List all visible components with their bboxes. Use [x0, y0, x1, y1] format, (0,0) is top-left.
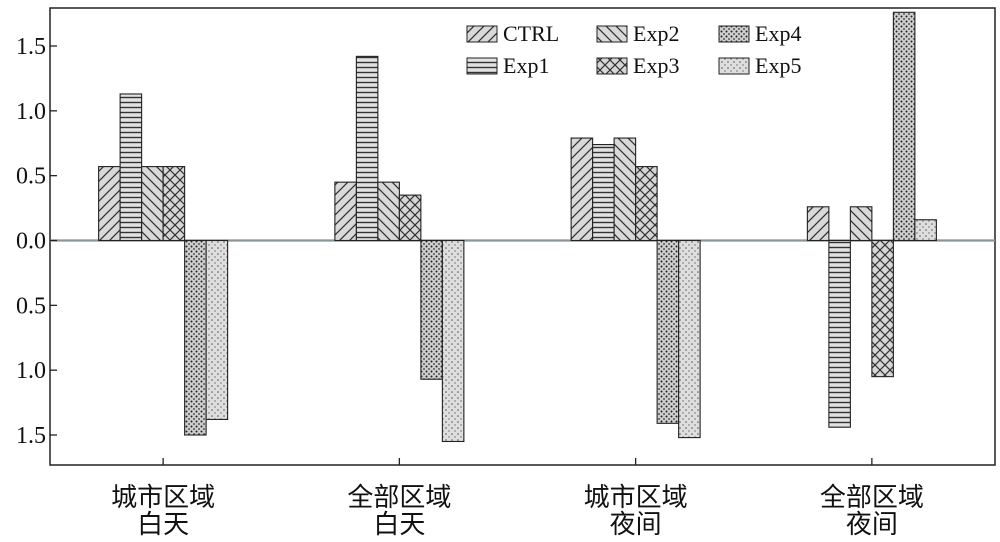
bar-ctrl-2 [570, 137, 594, 242]
legend-swatch-exp4 [718, 25, 750, 43]
legend-swatch-exp2 [596, 25, 628, 43]
bar-exp3-2 [635, 166, 658, 242]
legend-label-exp4: Exp4 [755, 21, 801, 46]
bar-exp2-0 [141, 166, 164, 242]
x-category-label: 城市区域 [584, 483, 688, 512]
bar-exp3-1 [398, 194, 422, 242]
x-category-label: 全部区域 [820, 483, 924, 512]
bar-ctrl-3 [806, 206, 830, 242]
bar-exp5-3 [914, 219, 937, 242]
legend-swatch-exp1 [466, 57, 498, 75]
y-tick-label: 0.5 [16, 164, 46, 190]
x-category-label: 夜间 [846, 510, 898, 537]
legend-label-exp2: Exp2 [633, 21, 679, 46]
bar-ctrl-1 [334, 181, 357, 242]
y-tick-label: 0.5 [16, 293, 46, 319]
x-category-label: 城市区域 [111, 483, 215, 512]
bar-exp2-2 [613, 137, 637, 242]
legend-swatch-ctrl [466, 25, 498, 43]
bar-exp5-1 [441, 239, 465, 443]
axes: 1.51.00.50.00.51.01.5城市区域白天全部区域白天城市区域夜间全… [16, 34, 924, 539]
plot-frame [49, 7, 996, 466]
bar-exp4-1 [420, 239, 443, 380]
bar-exp4-0 [184, 239, 207, 436]
bar-exp5-0 [205, 239, 229, 420]
y-tick-label: 1.5 [16, 34, 46, 60]
x-category-label: 夜间 [610, 510, 662, 537]
legend-swatch-exp5 [718, 57, 750, 75]
legend: CTRL Exp1 Exp2 Exp3 Exp4 Exp5 [466, 21, 801, 78]
bar-exp3-3 [871, 239, 894, 378]
bar-exp1-3 [828, 239, 851, 428]
bar-exp3-0 [162, 166, 186, 242]
x-category-label: 白天 [373, 510, 425, 537]
bar-exp4-3 [892, 11, 916, 242]
bar-exp5-2 [678, 239, 701, 439]
y-tick-label: 1.5 [16, 423, 46, 449]
bar-exp2-1 [377, 181, 400, 242]
x-category-label: 白天 [137, 510, 189, 537]
y-tick-label: 1.0 [16, 99, 46, 125]
bar-exp2-3 [849, 206, 873, 242]
legend-swatch-exp3 [596, 57, 628, 75]
bars [98, 11, 937, 443]
bar-exp1-0 [119, 93, 143, 242]
bar-exp4-2 [656, 239, 680, 424]
bar-exp1-1 [355, 55, 379, 242]
y-tick-label: 1.0 [16, 358, 46, 384]
legend-label-exp5: Exp5 [755, 53, 801, 78]
bar-exp1-2 [592, 143, 615, 242]
legend-label-exp3: Exp3 [633, 53, 679, 78]
bar-ctrl-0 [98, 166, 121, 242]
legend-label-ctrl: CTRL [503, 21, 559, 46]
x-category-label: 全部区域 [347, 483, 451, 512]
legend-label-exp1: Exp1 [503, 53, 549, 78]
y-tick-label: 0.0 [16, 229, 46, 255]
